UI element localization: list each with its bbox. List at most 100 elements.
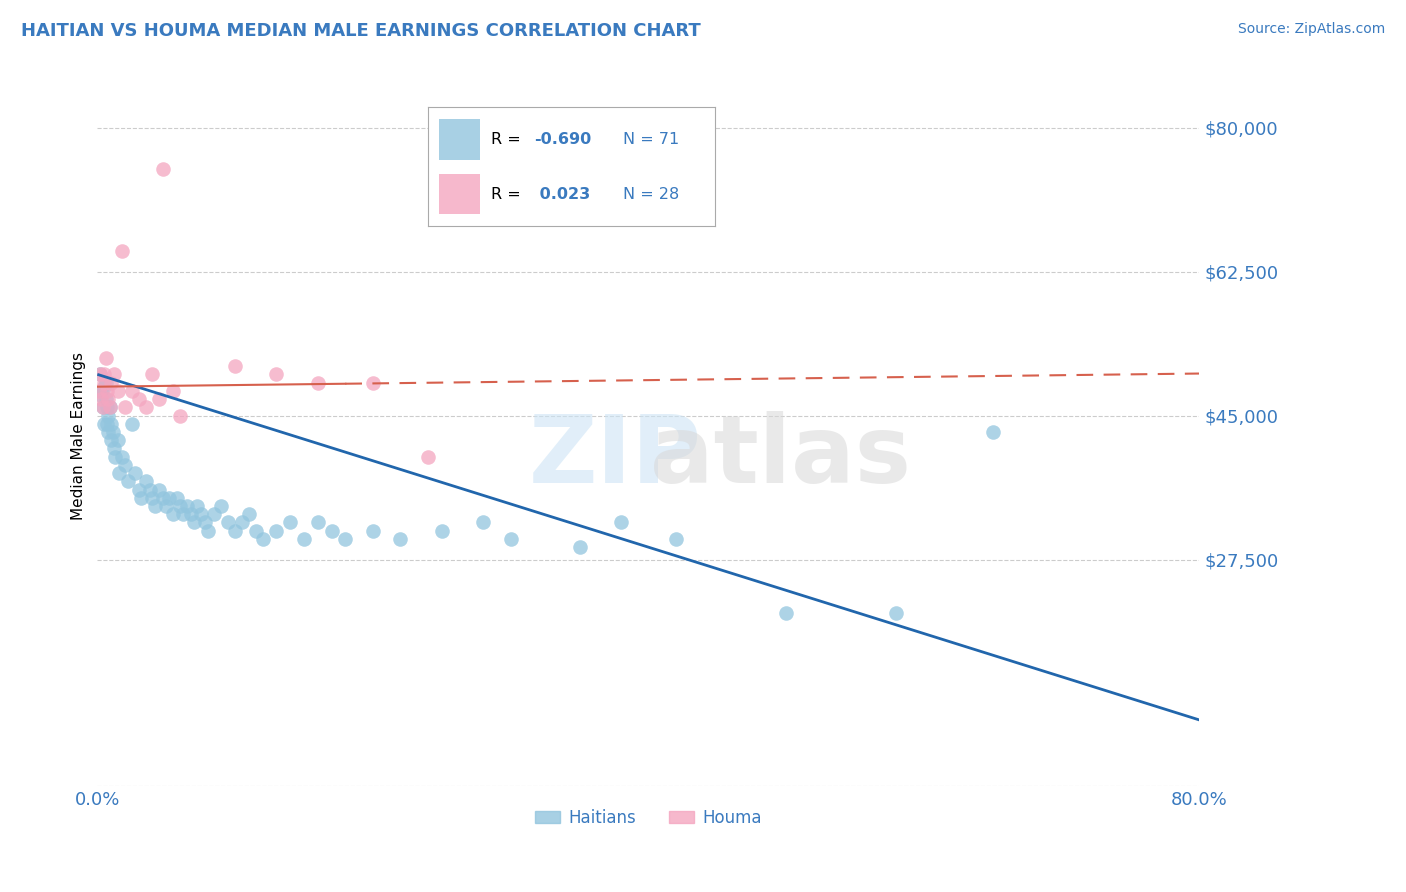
Point <box>107 433 129 447</box>
Point <box>169 499 191 513</box>
Point <box>190 508 212 522</box>
Point <box>98 401 121 415</box>
Point <box>197 524 219 538</box>
Point <box>266 368 288 382</box>
Point <box>307 516 329 530</box>
Point <box>162 384 184 398</box>
Point <box>981 425 1004 439</box>
Point <box>138 483 160 497</box>
Text: HAITIAN VS HOUMA MEDIAN MALE EARNINGS CORRELATION CHART: HAITIAN VS HOUMA MEDIAN MALE EARNINGS CO… <box>21 22 700 40</box>
Point <box>104 450 127 464</box>
Point <box>121 417 143 431</box>
Point <box>361 376 384 390</box>
Point <box>96 384 118 398</box>
Point <box>143 499 166 513</box>
Point <box>180 508 202 522</box>
Point <box>107 384 129 398</box>
Point <box>568 540 591 554</box>
Point <box>186 499 208 513</box>
Point <box>162 508 184 522</box>
Point <box>430 524 453 538</box>
Point <box>416 450 439 464</box>
Point <box>141 491 163 505</box>
Point <box>93 380 115 394</box>
Point <box>97 425 120 439</box>
Point <box>183 516 205 530</box>
Point <box>128 392 150 406</box>
Point <box>111 450 134 464</box>
Point <box>90 384 112 398</box>
Point <box>90 388 112 402</box>
Point <box>94 351 117 365</box>
Text: atlas: atlas <box>650 411 911 503</box>
Point <box>665 532 688 546</box>
Point <box>124 466 146 480</box>
Point <box>94 376 117 390</box>
Point <box>90 392 112 406</box>
Point <box>103 442 125 456</box>
Point <box>135 401 157 415</box>
Point <box>152 161 174 176</box>
Point <box>117 475 139 489</box>
Point <box>155 499 177 513</box>
Point <box>166 491 188 505</box>
Point <box>176 499 198 513</box>
Point <box>97 392 120 406</box>
Point <box>101 425 124 439</box>
Point <box>91 401 114 415</box>
Point <box>128 483 150 497</box>
Point <box>278 516 301 530</box>
Point <box>775 606 797 620</box>
Point <box>886 606 908 620</box>
Point <box>389 532 412 546</box>
Point <box>472 516 495 530</box>
Point <box>114 401 136 415</box>
Point <box>307 376 329 390</box>
Point <box>100 376 122 390</box>
Point <box>245 524 267 538</box>
Point <box>209 499 232 513</box>
Point <box>103 368 125 382</box>
Point <box>89 368 111 382</box>
Point <box>121 384 143 398</box>
Point <box>224 524 246 538</box>
Point <box>111 244 134 258</box>
Point <box>100 433 122 447</box>
Point <box>98 401 121 415</box>
Point <box>321 524 343 538</box>
Point <box>361 524 384 538</box>
Point <box>148 483 170 497</box>
Point <box>252 532 274 546</box>
Point <box>172 508 194 522</box>
Point <box>108 466 131 480</box>
Text: Source: ZipAtlas.com: Source: ZipAtlas.com <box>1237 22 1385 37</box>
Point <box>93 376 115 390</box>
Point <box>97 409 120 423</box>
Point <box>135 475 157 489</box>
Point <box>96 401 118 415</box>
Point <box>114 458 136 472</box>
Point <box>131 491 153 505</box>
Point <box>335 532 357 546</box>
Point <box>148 392 170 406</box>
Point <box>87 384 110 398</box>
Y-axis label: Median Male Earnings: Median Male Earnings <box>72 352 86 520</box>
Point <box>141 368 163 382</box>
Point <box>96 417 118 431</box>
Point <box>231 516 253 530</box>
Point <box>238 508 260 522</box>
Point <box>292 532 315 546</box>
Point <box>169 409 191 423</box>
Point <box>89 368 111 382</box>
Point <box>100 417 122 431</box>
Point <box>194 516 217 530</box>
Point <box>91 401 114 415</box>
Point <box>266 524 288 538</box>
Point <box>93 368 115 382</box>
Point <box>224 359 246 373</box>
Point <box>610 516 633 530</box>
Point <box>499 532 522 546</box>
Point <box>152 491 174 505</box>
Legend: Haitians, Houma: Haitians, Houma <box>529 802 769 833</box>
Point <box>94 392 117 406</box>
